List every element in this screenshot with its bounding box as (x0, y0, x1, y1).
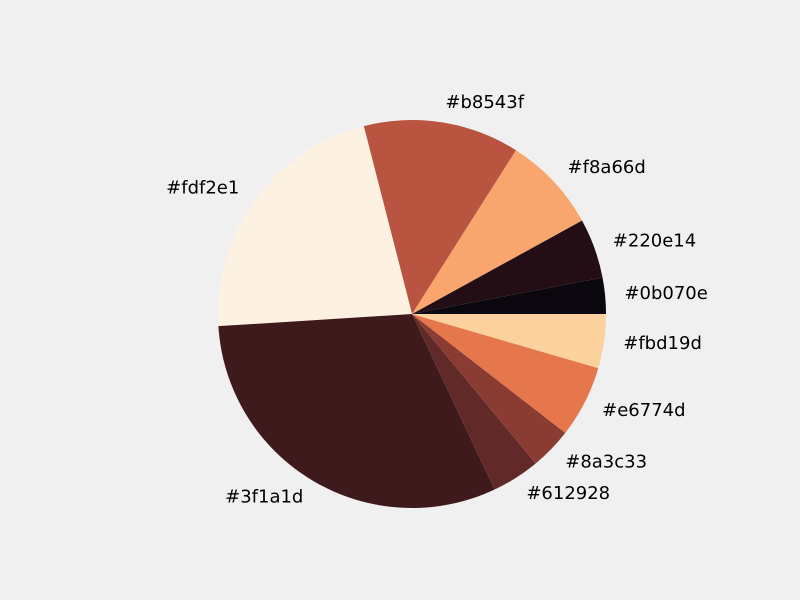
pie-slice (218, 314, 495, 508)
pie-slice (412, 314, 566, 464)
pie-slice (412, 314, 536, 490)
slice-label: #fbd19d (623, 333, 702, 354)
pie-slice (412, 314, 606, 369)
slice-label: #3f1a1d (225, 487, 303, 508)
pie-slice (218, 126, 412, 327)
pie-slice (412, 220, 603, 314)
pie-slice (412, 277, 606, 314)
slice-label: #e6774d (602, 400, 685, 421)
slice-label: #f8a66d (568, 157, 646, 178)
slices-layer (218, 120, 606, 508)
pie-slice (412, 150, 583, 314)
pie-slice (412, 314, 599, 433)
slice-label: #b8543f (445, 92, 524, 113)
labels-layer: #0b070e #220e14 #f8a66d #b8543f #fdf2e1 #3f1a… (166, 92, 708, 507)
slice-label: #fdf2e1 (166, 178, 239, 199)
slice-label: #612928 (526, 483, 610, 504)
slice-label: #0b070e (624, 283, 707, 304)
slice-label: #220e14 (613, 231, 696, 252)
slice-label: #8a3c33 (565, 452, 647, 473)
pie-slice (363, 120, 516, 315)
